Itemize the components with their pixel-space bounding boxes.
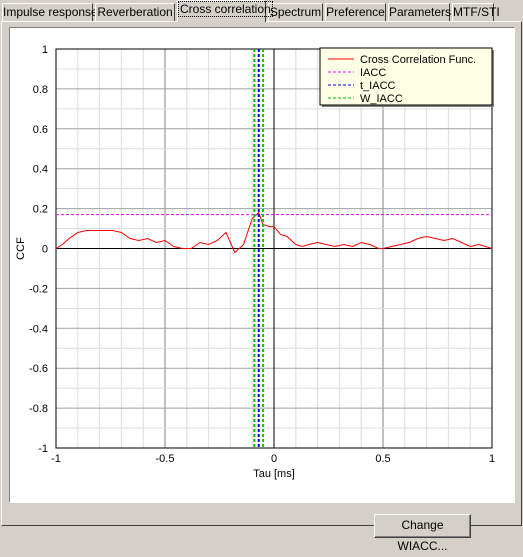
tab-impulse-response[interactable]: Impulse response (2, 3, 98, 21)
y-tick-label: -1 (38, 443, 48, 455)
plot-area: -1 -0.5 0 0.5 1 -1 -0.8 -0.6 -0.4 -0.2 0 0.2 0.4 0.6 0… (9, 27, 515, 503)
tab-cross-correlation[interactable]: Cross correlation (177, 0, 273, 22)
y-tick-label: -0.2 (29, 283, 48, 295)
y-tick-label: 0.8 (33, 84, 48, 96)
x-tick-label: 0.5 (375, 453, 390, 465)
tab-mtf-sti[interactable]: MTF/STI (452, 3, 500, 21)
tab-parameters[interactable]: Parameters (388, 3, 452, 21)
y-tick-label: 0.2 (33, 204, 48, 216)
series-cross-correlation-func- (55, 211, 493, 254)
x-tick-label: -0.5 (156, 453, 175, 465)
tab-label: Cross correlation (178, 1, 273, 17)
y-tick-label: 0.4 (33, 164, 48, 176)
legend-label: W_IACC (360, 93, 403, 105)
y-axis-label: CCF (15, 237, 27, 260)
y-tick-label: -0.8 (29, 403, 48, 415)
y-tick-label: -0.4 (29, 323, 48, 335)
y-tick-label: -0.6 (29, 363, 48, 375)
x-tick-label: 1 (489, 453, 495, 465)
tab-spectrum[interactable]: Spectrum (268, 3, 323, 21)
legend (319, 47, 493, 106)
tab-bar: Impulse response Reverberation Cross corre… (0, 0, 523, 22)
tab-preference[interactable]: Preference (325, 3, 386, 21)
tab-panel: -1 -0.5 0 0.5 1 -1 -0.8 -0.6 -0.4 -0.2 0 0.2 0.4 0.6 0… (1, 21, 522, 553)
y-tick-label: 1 (42, 44, 48, 56)
x-tick-label: -1 (51, 453, 61, 465)
legend-label: t_IACC (360, 80, 396, 92)
legend-label: IACC (360, 67, 386, 79)
legend-label: Cross Correlation Func. (360, 54, 476, 66)
x-axis-label: Tau [ms] (253, 468, 295, 480)
y-tick-label: 0 (42, 244, 48, 256)
y-tick-label: 0.6 (33, 124, 48, 136)
tab-reverberation[interactable]: Reverberation (95, 3, 175, 21)
x-tick-label: 0 (271, 453, 277, 465)
cross-correlation-chart: -1 -0.5 0 0.5 1 -1 -0.8 -0.6 -0.4 -0.2 0 0.2 0.4 0.6 0… (15, 44, 495, 480)
change-wiacc-button[interactable]: Change WIACC... (374, 514, 471, 553)
